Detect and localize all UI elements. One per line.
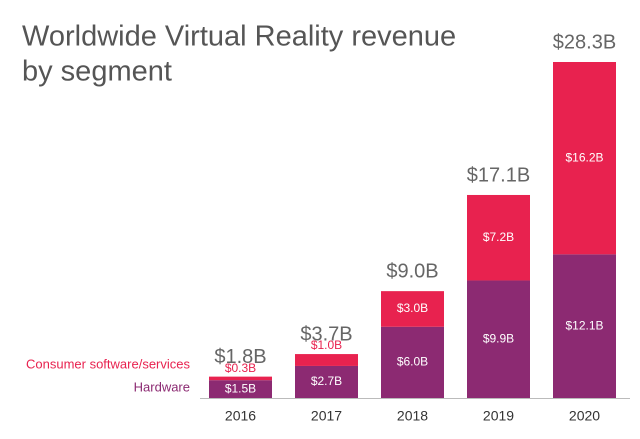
value-label: $7.2B [483,230,514,244]
x-tick-label: 2016 [225,408,256,424]
legend-entry: Hardware [134,379,190,394]
total-label: $1.8B [214,346,266,368]
legend-entry: Consumer software/services [26,356,190,371]
value-label: $1.0B [311,338,342,352]
value-label: $16.2B [565,150,603,164]
value-label: $1.5B [225,381,256,395]
value-label: $12.1B [565,318,603,332]
bar-segment [209,376,272,381]
total-label: $28.3B [553,31,616,53]
value-label: $0.3B [225,361,256,375]
total-label: $3.7B [300,323,352,345]
x-tick-label: 2018 [397,408,428,424]
x-tick-label: 2019 [483,408,514,424]
bar-segment [209,380,272,398]
value-label: $3.0B [397,301,428,315]
bar-segment [467,280,530,398]
chart-title: by segment [22,56,172,88]
x-tick-label: 2017 [311,408,342,424]
bar-segment [381,291,444,327]
bar-segment [381,326,444,398]
value-label: $6.0B [397,355,428,369]
total-label: $9.0B [386,260,438,282]
bar-segment [553,254,616,398]
chart-title: Worldwide Virtual Reality revenue [22,21,456,53]
x-tick-label: 2020 [569,408,600,424]
bar-segment [295,354,358,366]
bar-segment [467,194,530,281]
bar-segment [295,365,358,398]
total-label: $17.1B [467,164,530,186]
value-label: $2.7B [311,374,342,388]
value-label: $9.9B [483,331,514,345]
bar-segment [553,62,616,255]
